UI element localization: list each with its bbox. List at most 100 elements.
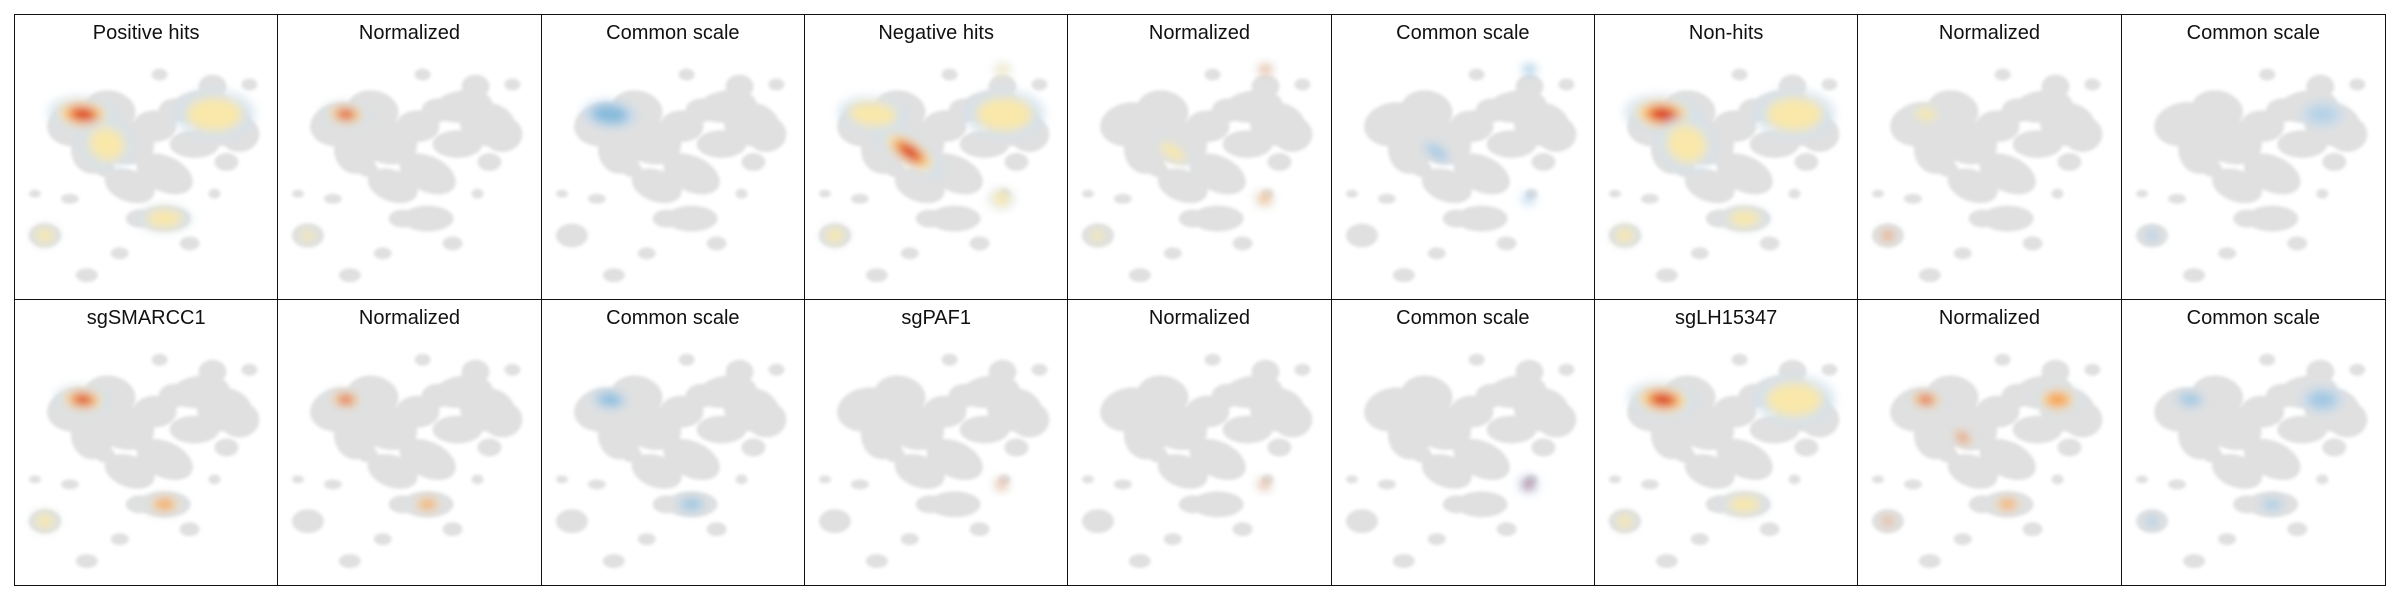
panel-title: Common scale: [1396, 22, 1530, 44]
density-hotspots: [30, 385, 186, 532]
density-panel: Common scale: [542, 300, 805, 585]
hotspot-top-left-lobe: [1908, 105, 1944, 124]
density-map: [292, 353, 523, 569]
density-hotspots: [297, 101, 371, 244]
density-panel: Positive hits: [15, 15, 279, 300]
density-map: [1872, 353, 2103, 569]
density-map: [2135, 353, 2367, 569]
cell-cloud: [1345, 353, 1577, 569]
density-map: [818, 353, 1050, 569]
cell-cloud: [818, 353, 1050, 569]
density-hotspots: [2143, 386, 2344, 528]
hotspot-center-band: [1153, 137, 1193, 168]
density-panel: sgLH15347: [1595, 300, 1859, 585]
cell-cloud: [1082, 68, 1313, 283]
density-panel: Common scale: [1331, 15, 1595, 300]
hotspot-upper-right-ring: [2033, 385, 2083, 415]
hotspot-lower-center-ring: [2258, 497, 2286, 511]
density-hotspots: [1879, 385, 2083, 528]
cell-cloud: [2135, 353, 2367, 569]
panel-title: Positive hits: [92, 22, 200, 44]
panel-title: Negative hits: [878, 22, 994, 44]
hotspot-upper-right-ring: [964, 90, 1045, 139]
cell-cloud: [555, 353, 787, 569]
panel-title: Common scale: [606, 307, 740, 329]
panel-title: Non-hits: [1688, 22, 1764, 44]
panel-title: Normalized: [1148, 307, 1251, 329]
hotspot-lower-right-blob: [1520, 192, 1536, 205]
density-map: [1345, 63, 1577, 283]
hotspot-lower-center-ring: [410, 495, 446, 514]
density-map: [1872, 68, 2103, 283]
hotspot-lower-left-blob: [1087, 227, 1109, 244]
hotspot-top-left-lobe: [581, 100, 638, 129]
density-panel: Normalized: [278, 300, 542, 585]
cell-cloud: [1082, 353, 1313, 569]
density-map: [1082, 353, 1313, 569]
hotspot-top-left-lobe: [2174, 391, 2206, 408]
hotspot-lower-left-blob: [1877, 227, 1899, 244]
density-hotspots: [1087, 63, 1275, 244]
hotspot-center-band: [1421, 140, 1452, 164]
cell-cloud: [1872, 68, 2103, 283]
density-panel-grid: Positive hits Normalized Common scale Negat…: [14, 14, 2386, 586]
density-hotspots: [581, 100, 638, 129]
cell-cloud: [1872, 353, 2103, 569]
hotspot-lower-left-blob: [820, 224, 849, 247]
density-hotspots: [1610, 90, 1835, 247]
cell-cloud: [28, 353, 260, 569]
hotspot-lower-left-blob: [1610, 224, 1639, 247]
density-hotspots: [1518, 475, 1539, 493]
density-map: [292, 68, 523, 283]
density-map: [1608, 68, 1840, 283]
hotspot-lower-left-blob: [297, 227, 319, 244]
density-hotspots: [30, 90, 255, 247]
density-hotspots: [1421, 63, 1538, 205]
hotspot-center-band: [1949, 426, 1977, 449]
hotspot-center-band: [876, 126, 943, 178]
hotspot-top-left-lobe: [1627, 381, 1698, 418]
density-panel: Common scale: [2122, 300, 2385, 585]
panel-title: sgLH15347: [1675, 307, 1778, 329]
hotspot-lower-left-blob: [1879, 514, 1898, 528]
density-map: [28, 68, 260, 283]
hotspot-upper-right-ring: [1754, 375, 1835, 424]
hotspot-lower-left-blob: [1612, 511, 1638, 531]
panel-title: Common scale: [2186, 22, 2321, 44]
panel-title: Common scale: [606, 22, 740, 44]
density-panel: Common scale: [541, 15, 805, 300]
density-map: [28, 353, 260, 569]
cell-cloud: [292, 68, 523, 283]
hotspot-top-right-dot: [1256, 63, 1275, 77]
hotspot-lower-right-blob: [1255, 190, 1275, 207]
density-hotspots: [1877, 105, 1944, 244]
panel-title: Normalized: [1938, 307, 2041, 329]
hotspot-left-mid-arm: [80, 119, 133, 169]
cell-cloud: [1345, 68, 1577, 283]
panel-title: Common scale: [2186, 307, 2321, 329]
density-hotspots: [820, 63, 1045, 247]
panel-title: Common scale: [1396, 307, 1530, 329]
hotspot-lower-left-blob: [30, 224, 59, 247]
hotspot-upper-right-ring: [174, 90, 255, 139]
hotspot-top-left-lobe: [837, 96, 908, 132]
hotspot-lower-center-ring: [675, 496, 708, 513]
density-hotspots: [2143, 101, 2344, 242]
panel-title: sgPAF1: [901, 307, 971, 329]
density-panel: Normalized: [1858, 300, 2122, 585]
density-hotspots: [1612, 375, 1835, 531]
density-panel: Normalized: [1068, 300, 1332, 585]
hotspot-lower-center-ring: [1990, 495, 2026, 514]
density-map: [555, 68, 787, 283]
density-panel: Normalized: [1858, 15, 2122, 300]
hotspot-lower-right-blob: [988, 187, 1015, 210]
hotspot-top-left-lobe: [1905, 389, 1948, 411]
hotspot-lower-left-blob: [2143, 229, 2160, 242]
density-map: [555, 353, 787, 569]
panel-title: Normalized: [358, 22, 461, 44]
density-panel: Normalized: [278, 15, 542, 300]
hotspot-lower-left-blob: [30, 510, 59, 532]
density-hotspots: [993, 477, 1010, 492]
panel-title: Normalized: [1938, 22, 2041, 44]
density-hotspots: [1256, 477, 1273, 492]
